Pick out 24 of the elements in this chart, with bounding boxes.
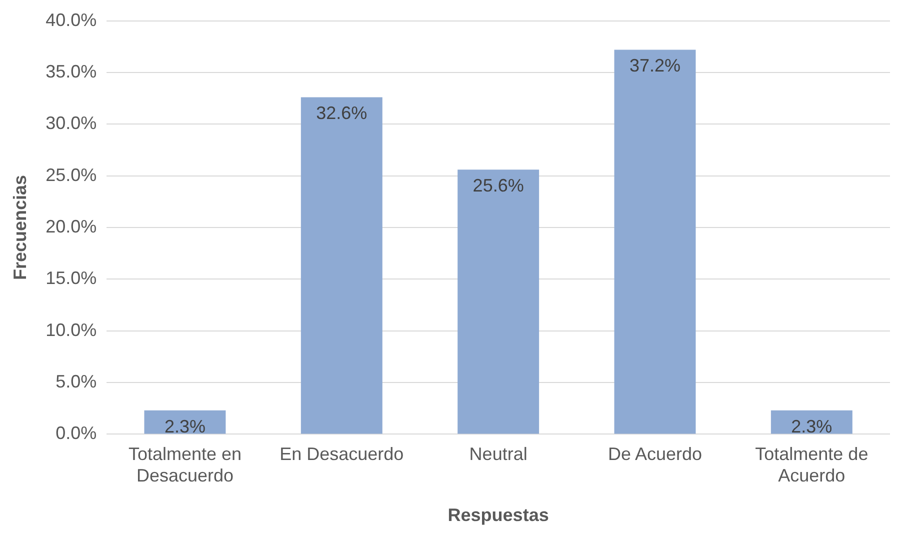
- data-label: 37.2%: [629, 56, 681, 76]
- data-label: 2.3%: [164, 416, 206, 436]
- y-tick-label: 20.0%: [46, 216, 97, 236]
- x-tick-label: Totalmente de Acuerdo: [755, 444, 868, 486]
- y-tick-label: 30.0%: [46, 113, 97, 134]
- y-tick-label: 5.0%: [56, 371, 97, 392]
- y-tick-label: 0.0%: [56, 423, 97, 444]
- y-tick-label: 15.0%: [46, 268, 97, 288]
- x-axis-title: Respuestas: [448, 505, 549, 526]
- data-label: 32.6%: [316, 103, 368, 124]
- x-tick-label: Totalmente en Desacuerdo: [128, 444, 242, 486]
- y-tick-label: 25.0%: [46, 164, 97, 185]
- x-tick-label: Neutral: [469, 444, 528, 464]
- bar: [614, 50, 696, 434]
- data-label: 2.3%: [791, 416, 832, 436]
- x-tick-label: De Acuerdo: [608, 444, 702, 464]
- bar: [458, 170, 540, 434]
- data-label: 25.6%: [472, 176, 524, 196]
- bar: [300, 97, 382, 434]
- x-tick-label: En Desacuerdo: [280, 444, 404, 464]
- y-axis-title: Frecuencias: [10, 174, 30, 280]
- y-tick-label: 40.0%: [46, 10, 97, 30]
- y-tick-label: 35.0%: [46, 61, 97, 82]
- y-tick-label: 10.0%: [46, 320, 97, 340]
